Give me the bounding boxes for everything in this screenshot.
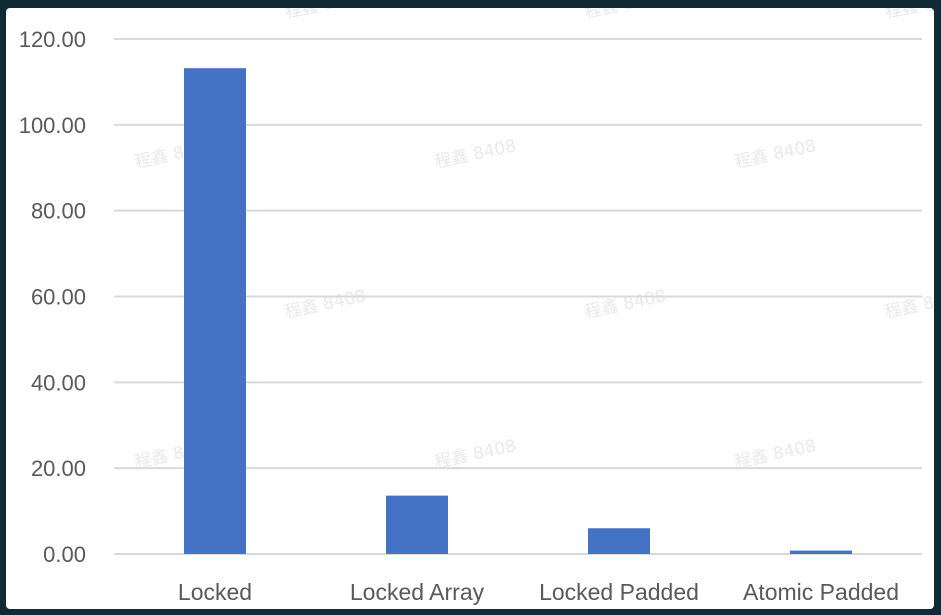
bar-chart: 程鑫 8408 程鑫 8408 程鑫 8408 程鑫 8408 程鑫 8408 程鑫 84… [19, 8, 934, 605]
y-tick-label: 120.00 [19, 27, 86, 52]
bar-locked-array [386, 495, 448, 554]
gridlines [114, 38, 922, 555]
x-axis-category-labels: Locked Locked Array Locked Padded Atomic Pa… [178, 579, 899, 605]
watermark-text: 程鑫 8408 [583, 286, 668, 323]
y-tick-label: 60.00 [31, 285, 86, 310]
watermark-text: 程鑫 8408 [283, 8, 368, 23]
bar-series [184, 68, 852, 554]
bar-atomic-padded [790, 550, 852, 554]
x-category-label: Locked Padded [539, 579, 699, 605]
y-axis-tick-labels: 0.00 20.00 40.00 60.00 80.00 100.00 120.00 [19, 27, 86, 567]
y-tick-label: 40.00 [31, 370, 86, 395]
watermark-text: 程鑫 8408 [883, 8, 934, 23]
x-category-label: Locked [178, 579, 252, 605]
x-category-label: Atomic Padded [743, 579, 899, 605]
chart-panel [6, 8, 934, 609]
bar-locked-padded [588, 528, 650, 554]
watermark-text: 程鑫 8408 [433, 136, 518, 173]
y-tick-label: 100.00 [19, 113, 86, 138]
watermark-text: 程鑫 8408 [583, 8, 668, 23]
watermark-text: 程鑫 8408 [733, 136, 818, 173]
watermark-layer: 程鑫 8408 程鑫 8408 程鑫 8408 程鑫 8408 程鑫 8408 程鑫 84… [133, 8, 934, 473]
watermark-text: 程鑫 8408 [283, 286, 368, 323]
y-tick-label: 20.00 [31, 456, 86, 481]
x-category-label: Locked Array [350, 579, 485, 605]
y-tick-label: 0.00 [43, 542, 86, 567]
y-tick-label: 80.00 [31, 199, 86, 224]
watermark-text: 程鑫 8408 [883, 286, 934, 323]
bar-locked [184, 68, 246, 554]
